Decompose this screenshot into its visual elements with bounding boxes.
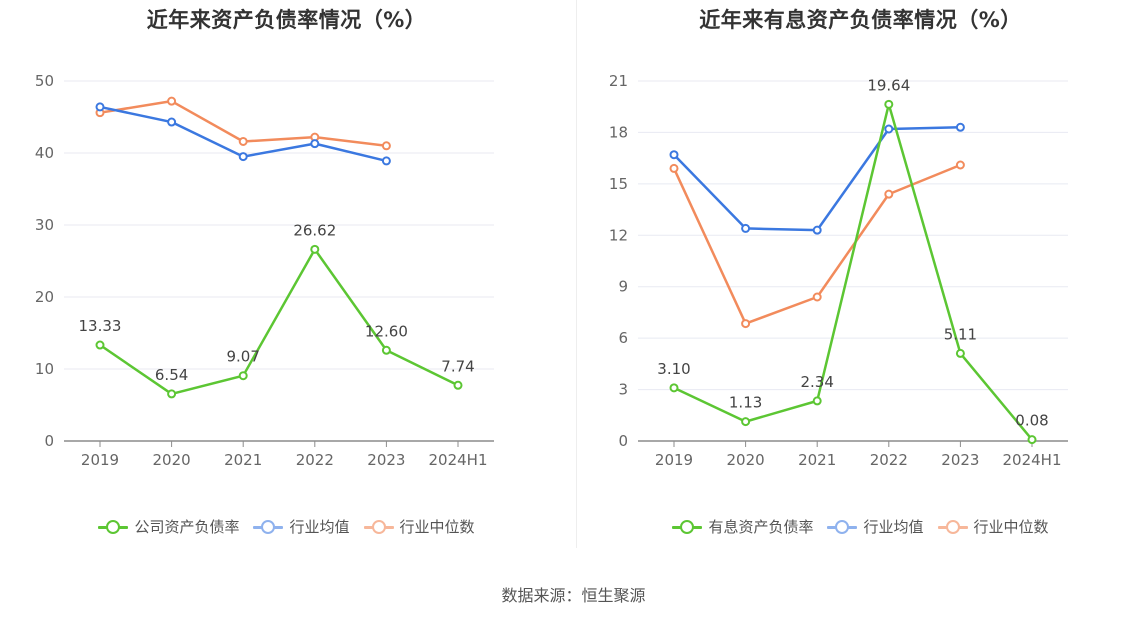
legend-label: 有息资产负债率 (708, 518, 814, 536)
data-point (238, 152, 248, 162)
legend-label: 行业均值 (289, 518, 350, 536)
y-tick-label: 18 (609, 123, 628, 141)
x-tick-label: 2022 (870, 451, 908, 469)
chart-panel-asset-liability: 近年来资产负债率情况（%） 0 10 20 30 40 50 2019 2020 2021 202… (0, 0, 573, 560)
data-point (381, 156, 391, 166)
data-point (955, 122, 965, 132)
data-point (167, 96, 177, 106)
legend-marker-icon (98, 519, 129, 534)
legend-marker-icon (827, 519, 858, 534)
data-point (238, 371, 248, 381)
x-tick-label: 2020 (153, 451, 191, 469)
data-point (741, 417, 751, 427)
data-label: 26.62 (293, 221, 336, 239)
line-chart-interest-bearing: 0 3 6 9 12 15 18 21 2019 2020 2021 2022 2023 2024H1 3.… (609, 72, 1068, 469)
data-point (669, 150, 679, 160)
legend-item-company[interactable]: 公司资产负债率 (98, 516, 239, 537)
legend-item-industry-average[interactable]: 行业均值 (253, 516, 350, 537)
chart-legend: 有息资产负债率 行业均值 行业中位数 (574, 516, 1147, 537)
y-tick-label: 15 (609, 175, 628, 193)
legend-marker-icon (937, 519, 968, 534)
legend-label: 行业均值 (863, 518, 924, 536)
data-point (95, 340, 105, 350)
x-tick-label: 2022 (296, 451, 334, 469)
data-point (741, 223, 751, 233)
y-tick-label: 3 (618, 381, 628, 399)
chart-panel-interest-bearing: 近年来有息资产负债率情况（%） 0 3 6 9 12 15 18 21 2019 2020 2021… (574, 0, 1147, 560)
y-tick-label: 30 (35, 216, 54, 234)
legend-marker-icon (253, 519, 284, 534)
y-tick-label: 0 (618, 432, 628, 450)
y-tick-label: 21 (609, 72, 628, 90)
x-tick-label: 2021 (224, 451, 262, 469)
chart-title: 近年来资产负债率情况（%） (146, 8, 427, 32)
data-point (381, 141, 391, 151)
x-tick-label: 2023 (941, 451, 979, 469)
panel-divider (576, 0, 577, 548)
chart-legend: 公司资产负债率 行业均值 行业中位数 (0, 516, 573, 537)
data-point (95, 102, 105, 112)
y-tick-label: 40 (35, 144, 54, 162)
chart-title: 近年来有息资产负债率情况（%） (699, 8, 1022, 32)
legend-item-industry-average[interactable]: 行业均值 (827, 516, 924, 537)
legend-item-industry-median[interactable]: 行业中位数 (363, 516, 475, 537)
series-line (673, 126, 961, 232)
data-point (669, 163, 679, 173)
legend-item-company[interactable]: 有息资产负债率 (672, 516, 813, 537)
x-tick-label: 2019 (81, 451, 119, 469)
data-point (310, 244, 320, 254)
x-tick-label: 2019 (655, 451, 693, 469)
y-tick-label: 9 (618, 278, 628, 296)
data-point (167, 389, 177, 399)
data-label: 9.07 (226, 348, 259, 366)
data-label: 12.60 (365, 322, 408, 340)
y-tick-label: 10 (35, 360, 54, 378)
legend-label: 公司资产负债率 (134, 518, 240, 536)
data-point (812, 396, 822, 406)
line-chart-asset-liability: 0 10 20 30 40 50 2019 2020 2021 2022 2023 2024H1 13.… (35, 72, 494, 469)
y-tick-label: 50 (35, 72, 54, 90)
y-tick-label: 6 (618, 329, 628, 347)
data-point (669, 383, 679, 393)
data-point (812, 225, 822, 235)
legend-marker-icon (363, 519, 394, 534)
legend-marker-icon (672, 519, 703, 534)
data-source-note: 数据来源：恒生聚源 (501, 586, 646, 605)
x-tick-label: 2021 (798, 451, 836, 469)
data-label: 5.11 (944, 325, 977, 343)
data-point (955, 160, 965, 170)
data-label: 19.64 (867, 76, 910, 94)
data-label: 3.10 (657, 360, 690, 378)
data-point (955, 348, 965, 358)
data-point (310, 139, 320, 149)
x-tick-label: 2023 (367, 451, 405, 469)
data-label: 6.54 (155, 366, 188, 384)
x-tick-label: 2024H1 (429, 451, 488, 469)
y-tick-label: 20 (35, 288, 54, 306)
data-point (453, 380, 463, 390)
x-tick-label: 2024H1 (1003, 451, 1062, 469)
data-label: 7.74 (441, 357, 474, 375)
data-point (1027, 435, 1037, 445)
data-point (884, 189, 894, 199)
data-label: 13.33 (79, 317, 122, 335)
x-tick-label: 2020 (727, 451, 765, 469)
series-line (99, 248, 459, 396)
legend-label: 行业中位数 (399, 518, 475, 536)
data-label: 0.08 (1015, 412, 1048, 430)
y-tick-label: 12 (609, 226, 628, 244)
legend-item-industry-median[interactable]: 行业中位数 (937, 516, 1049, 537)
data-label: 1.13 (729, 394, 762, 412)
data-point (238, 136, 248, 146)
data-point (884, 124, 894, 134)
data-point (381, 345, 391, 355)
data-point (167, 117, 177, 127)
data-point (812, 292, 822, 302)
legend-label: 行业中位数 (973, 518, 1049, 536)
data-point (884, 99, 894, 109)
series-line (673, 103, 1033, 441)
data-point (741, 319, 751, 329)
y-tick-label: 0 (44, 432, 54, 450)
data-label: 2.34 (800, 373, 833, 391)
